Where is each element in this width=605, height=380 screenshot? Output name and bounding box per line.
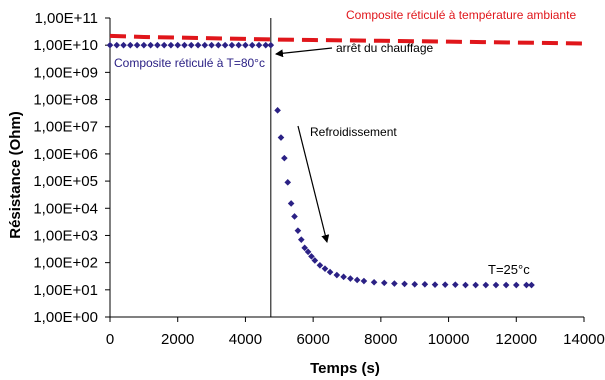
plot-area <box>106 18 585 318</box>
data-point <box>431 281 439 288</box>
data-point <box>160 41 168 49</box>
data-point <box>340 273 347 281</box>
x-tick-label: 12000 <box>495 331 537 348</box>
data-point <box>228 41 236 49</box>
data-point <box>301 244 308 252</box>
data-point <box>235 41 242 49</box>
y-tick-label: 1,00E+04 <box>33 200 98 217</box>
data-point <box>304 248 312 256</box>
data-point <box>215 41 222 49</box>
data-point <box>528 281 535 289</box>
data-point <box>284 179 292 186</box>
data-point <box>482 281 490 289</box>
x-tick-label: 2000 <box>161 331 194 348</box>
data-point <box>492 281 500 289</box>
data-point <box>401 280 408 288</box>
heating-stop-arrow <box>275 47 333 58</box>
data-point <box>248 41 256 49</box>
data-point <box>267 41 275 49</box>
data-point <box>421 280 429 288</box>
data-point <box>140 41 148 49</box>
data-point <box>347 275 354 282</box>
x-axis-title: Temps (s) <box>310 360 380 377</box>
data-point <box>326 268 334 276</box>
data-point <box>106 41 114 49</box>
x-tick-label: 14000 <box>563 331 605 348</box>
x-tick-label: 4000 <box>229 331 262 348</box>
data-point <box>133 41 141 49</box>
data-point <box>181 41 188 49</box>
y-tick-label: 1,00E+00 <box>33 309 98 326</box>
y-tick-label: 1,00E+03 <box>33 227 98 244</box>
data-point <box>472 281 479 289</box>
y-tick-label: 1,00E+11 <box>34 10 98 27</box>
y-tick-label: 1,00E+06 <box>33 146 98 163</box>
data-point <box>167 41 175 49</box>
data-point <box>113 41 121 49</box>
data-point <box>321 265 329 272</box>
y-tick-label: 1,00E+05 <box>33 173 98 190</box>
data-point <box>221 41 229 49</box>
x-tick-label: 8000 <box>364 331 397 348</box>
data-point <box>380 279 388 287</box>
y-tick-label: 1,00E+08 <box>33 92 98 109</box>
data-point <box>147 41 154 49</box>
data-point <box>502 281 510 289</box>
data-point <box>411 280 419 288</box>
data-point <box>255 41 263 49</box>
data-point <box>242 41 249 49</box>
data-point <box>333 271 341 279</box>
data-point <box>277 134 285 141</box>
data-point <box>452 281 459 288</box>
legend-label-80c: Composite réticulé à T=80°c <box>114 56 265 70</box>
y-tick-label: 1,00E+10 <box>33 37 98 54</box>
y-tick-label: 1,00E+09 <box>33 64 98 81</box>
data-point <box>174 41 182 49</box>
data-point <box>194 41 202 49</box>
data-point <box>297 236 305 243</box>
x-axis-ticks: 0 2000 4000 6000 8000 10000 12000 14000 <box>106 317 605 348</box>
x-tick-label: 10000 <box>428 331 470 348</box>
data-point <box>154 41 161 49</box>
data-point <box>370 278 378 286</box>
y-tick-label: 1,00E+07 <box>33 119 98 136</box>
data-point <box>291 213 298 220</box>
y-axis-ticks: 1,00E+00 1,00E+01 1,00E+02 1,00E+03 1,00E+04… <box>33 10 110 326</box>
data-point <box>512 281 520 289</box>
data-point <box>281 154 288 162</box>
data-point <box>360 277 368 285</box>
data-point <box>127 41 134 49</box>
data-point <box>201 41 209 49</box>
y-tick-label: 1,00E+01 <box>33 282 98 299</box>
data-point <box>316 261 324 269</box>
annotation-heating-stop: arrêt du chauffage <box>336 41 434 55</box>
data-point <box>208 41 215 49</box>
data-point <box>523 281 530 289</box>
data-point <box>262 41 270 49</box>
y-axis-title: Résistance (Ohm) <box>7 111 24 239</box>
data-point <box>294 227 302 234</box>
x-tick-label: 6000 <box>296 331 329 348</box>
annotation-cooling: Refroidissement <box>310 125 397 139</box>
series-line-ambient <box>109 33 585 46</box>
data-point <box>441 281 449 288</box>
y-tick-label: 1,00E+02 <box>33 255 98 272</box>
data-point <box>274 107 281 114</box>
legend-label-ambient: Composite réticulé à température ambiant… <box>346 8 576 22</box>
data-point <box>391 280 398 287</box>
annotation-final-temp: T=25°c <box>488 262 530 277</box>
data-point <box>353 276 361 284</box>
data-point <box>308 253 315 260</box>
cooling-arrow <box>297 125 330 243</box>
data-point <box>287 200 295 207</box>
x-tick-label: 0 <box>106 331 114 348</box>
data-point <box>311 257 319 264</box>
data-point <box>462 281 469 289</box>
data-point <box>187 41 195 49</box>
data-point <box>120 41 127 49</box>
